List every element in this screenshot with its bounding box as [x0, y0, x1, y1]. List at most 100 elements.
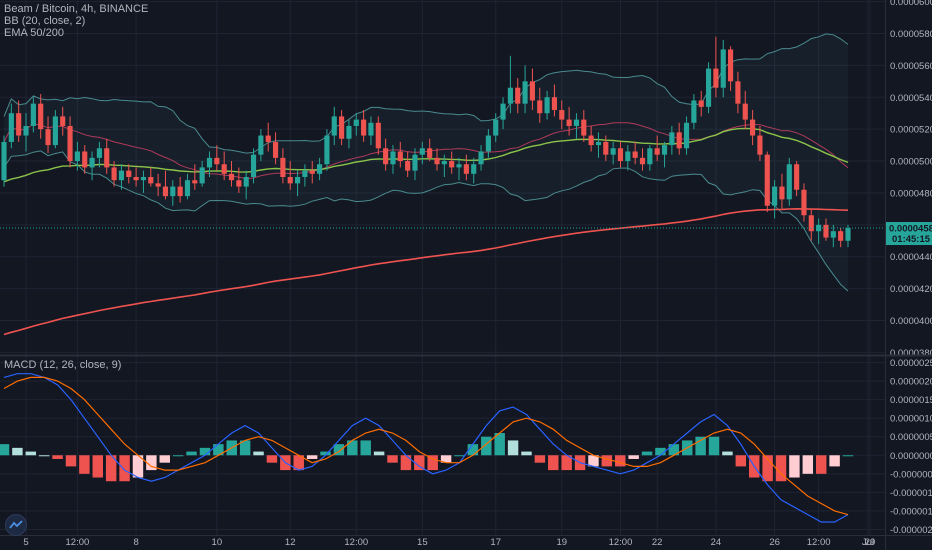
candle[interactable]	[82, 145, 88, 174]
candle[interactable]	[559, 100, 565, 130]
macd-histogram-bar[interactable]	[79, 455, 90, 474]
candle[interactable]	[361, 110, 367, 142]
candle[interactable]	[302, 164, 308, 187]
candle[interactable]	[67, 116, 73, 168]
candle[interactable]	[830, 224, 836, 248]
macd-histogram-bar[interactable]	[802, 455, 814, 474]
candle[interactable]	[405, 151, 411, 177]
candle[interactable]	[529, 68, 535, 111]
candle[interactable]	[632, 141, 638, 165]
candle[interactable]	[683, 116, 690, 155]
macd-histogram-bar[interactable]	[507, 440, 519, 456]
candle[interactable]	[192, 164, 198, 190]
candle[interactable]	[258, 129, 264, 162]
candle[interactable]	[750, 110, 756, 146]
tradingview-logo-icon[interactable]	[5, 514, 27, 536]
macd-histogram-bar[interactable]	[186, 451, 197, 456]
macd-histogram-bar[interactable]	[561, 455, 572, 471]
macd-histogram-bar[interactable]	[521, 451, 532, 456]
candle[interactable]	[294, 170, 301, 197]
candle[interactable]	[16, 100, 22, 142]
macd-histogram-bar[interactable]	[668, 444, 680, 456]
candle[interactable]	[280, 148, 286, 184]
candle[interactable]	[757, 125, 763, 162]
candle[interactable]	[617, 141, 624, 168]
candle[interactable]	[551, 84, 558, 117]
candle[interactable]	[228, 161, 235, 187]
candle[interactable]	[661, 141, 668, 168]
macd-histogram-bar[interactable]	[842, 455, 854, 457]
candle[interactable]	[104, 138, 110, 174]
macd-histogram-bar[interactable]	[65, 455, 77, 467]
candle[interactable]	[705, 62, 712, 114]
candle[interactable]	[588, 125, 594, 152]
macd-histogram-bar[interactable]	[454, 455, 465, 457]
candle[interactable]	[162, 170, 169, 200]
macd-pane[interactable]	[0, 373, 854, 523]
candle[interactable]	[691, 94, 697, 130]
candle[interactable]	[625, 145, 631, 171]
candle[interactable]	[478, 145, 484, 171]
candle[interactable]	[317, 157, 323, 181]
macd-histogram-bar[interactable]	[789, 455, 800, 478]
candle[interactable]	[184, 173, 191, 200]
candle[interactable]	[250, 148, 257, 184]
candle[interactable]	[581, 110, 587, 142]
candle[interactable]	[471, 157, 477, 184]
macd-histogram-bar[interactable]	[347, 440, 358, 456]
candle[interactable]	[60, 106, 66, 136]
macd-histogram-bar[interactable]	[52, 455, 63, 459]
candle[interactable]	[676, 122, 682, 155]
candle[interactable]	[463, 154, 469, 181]
candle[interactable]	[434, 148, 440, 171]
macd-histogram-bar[interactable]	[708, 436, 720, 456]
candle[interactable]	[199, 161, 205, 187]
macd-histogram-bar[interactable]	[815, 455, 827, 474]
candle[interactable]	[544, 90, 550, 120]
macd-histogram-bar[interactable]	[213, 444, 224, 456]
macd-histogram-bar[interactable]	[387, 455, 398, 463]
candle[interactable]	[383, 138, 389, 171]
macd-histogram-bar[interactable]	[105, 455, 117, 482]
candle[interactable]	[493, 113, 499, 142]
candle[interactable]	[148, 167, 154, 187]
macd-histogram-bar[interactable]	[306, 455, 318, 459]
candle[interactable]	[794, 161, 800, 197]
candle[interactable]	[427, 138, 433, 162]
candle[interactable]	[375, 116, 381, 155]
candlesticks[interactable]	[1, 36, 851, 248]
candle[interactable]	[170, 180, 176, 206]
candle[interactable]	[419, 141, 425, 165]
macd-histogram-bar[interactable]	[12, 447, 23, 456]
macd-histogram-bar[interactable]	[735, 455, 747, 467]
macd-histogram-bar[interactable]	[253, 451, 264, 456]
candle[interactable]	[639, 148, 646, 171]
candle[interactable]	[838, 228, 844, 248]
macd-histogram-bar[interactable]	[25, 451, 37, 456]
macd-histogram-bar[interactable]	[146, 455, 157, 471]
macd-histogram-bar[interactable]	[601, 455, 613, 467]
candle[interactable]	[272, 132, 279, 165]
candle[interactable]	[412, 148, 418, 181]
candle[interactable]	[698, 90, 704, 117]
candle[interactable]	[735, 71, 741, 114]
candle[interactable]	[720, 39, 726, 98]
candle[interactable]	[786, 157, 792, 206]
candle[interactable]	[390, 145, 396, 174]
candle[interactable]	[52, 110, 58, 149]
macd-histogram-bar[interactable]	[655, 447, 666, 456]
macd-histogram-bar[interactable]	[534, 455, 546, 463]
macd-histogram-bar[interactable]	[722, 451, 733, 456]
macd-histogram-bar[interactable]	[320, 451, 331, 456]
candle[interactable]	[265, 122, 271, 152]
candle[interactable]	[221, 151, 227, 181]
macd-histogram-bar[interactable]	[333, 444, 345, 456]
macd-histogram-bar[interactable]	[400, 455, 412, 471]
candle[interactable]	[728, 46, 734, 91]
macd-histogram-bar[interactable]	[159, 455, 170, 463]
candle[interactable]	[118, 164, 124, 190]
macd-histogram-bar[interactable]	[641, 451, 653, 456]
candle[interactable]	[801, 183, 807, 222]
candle[interactable]	[30, 97, 36, 133]
